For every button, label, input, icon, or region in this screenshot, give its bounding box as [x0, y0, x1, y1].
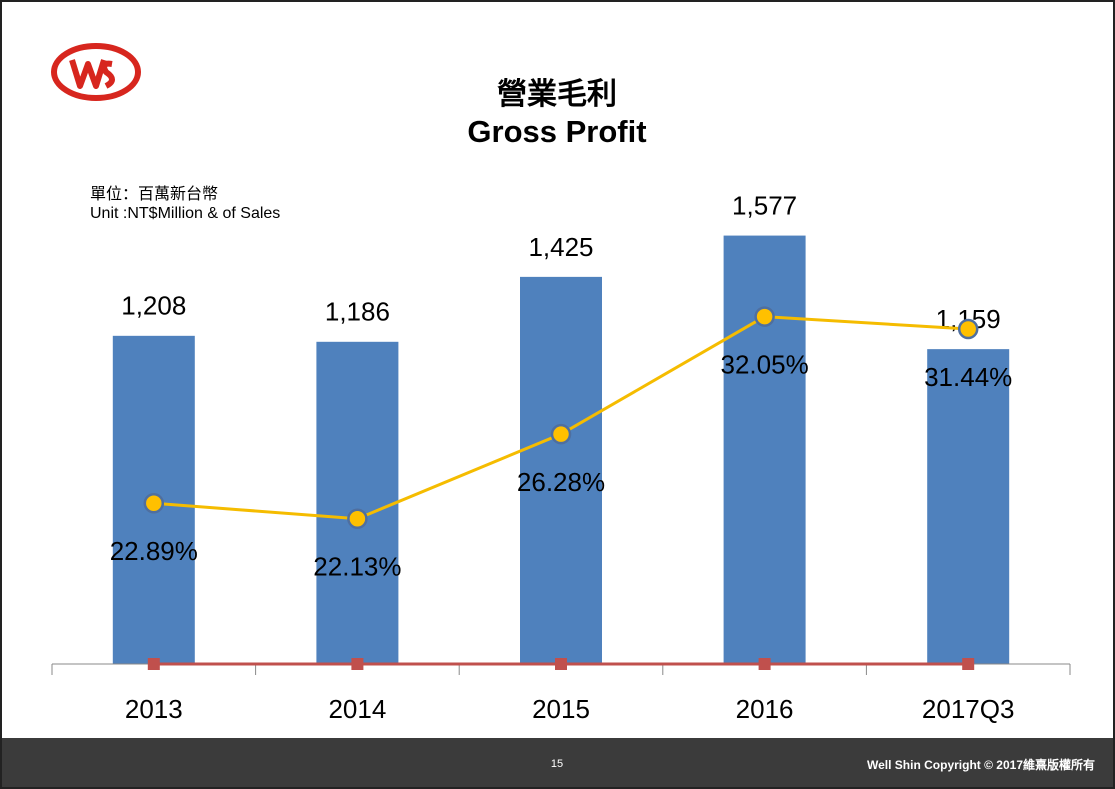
line-value-label: 22.89% — [110, 536, 198, 566]
unit-label: Unit :NT$Million & of Sales — [90, 205, 280, 222]
footer-bar — [2, 738, 1113, 787]
line-marker — [550, 423, 572, 445]
line-value-label: 22.13% — [313, 552, 401, 582]
page-number: 15 — [551, 758, 563, 770]
bar-value-label: 1,425 — [528, 232, 593, 262]
line-value-label: 26.28% — [517, 467, 605, 497]
copyright: Well Shin Copyright © 2017維熹版權所有 — [867, 757, 1095, 772]
bar — [723, 235, 806, 664]
x-tick-label: 2013 — [125, 694, 183, 724]
title: 營業毛利 — [497, 78, 617, 111]
x-tick-label: 2014 — [328, 694, 386, 724]
bar-value-label: 1,186 — [325, 297, 390, 327]
line-marker — [555, 658, 567, 670]
x-tick-label: 2017Q3 — [922, 694, 1015, 724]
line-marker — [957, 318, 979, 340]
bar-value-label: 1,208 — [121, 291, 186, 321]
line-value-label: 31.44% — [924, 362, 1012, 392]
x-tick-label: 2015 — [532, 694, 590, 724]
unit-label: 單位：百萬新台幣 — [90, 185, 218, 203]
bar — [520, 276, 602, 664]
line-marker — [347, 508, 368, 529]
line-value-label: 32.05% — [721, 349, 809, 379]
line-marker — [143, 492, 165, 514]
line-marker — [758, 658, 771, 670]
line-marker — [351, 658, 364, 670]
line-marker — [754, 306, 775, 327]
subtitle: Gross Profit — [467, 114, 646, 149]
x-tick-label: 2016 — [736, 694, 794, 724]
line-marker — [147, 658, 160, 670]
logo — [51, 43, 141, 101]
bar-value-label: 1,577 — [732, 190, 797, 220]
line-marker — [962, 658, 975, 670]
bar — [927, 349, 1010, 664]
bar — [316, 341, 399, 664]
